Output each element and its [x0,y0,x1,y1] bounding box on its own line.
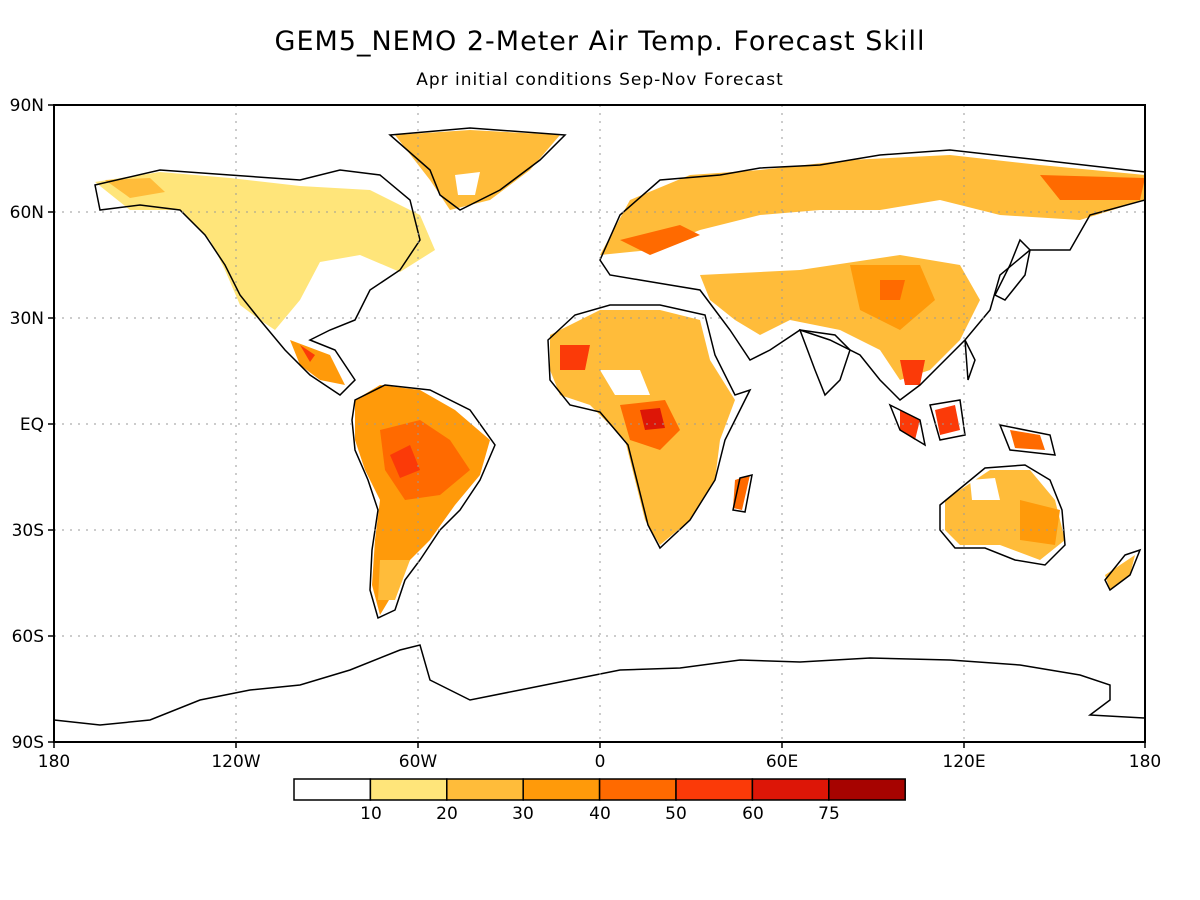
legend-tick-label: 60 [742,804,764,824]
lon-label: 60E [766,752,798,772]
legend-tick-label: 40 [589,804,611,824]
lat-label: 60N [10,203,44,223]
north-america-coast [94,169,421,396]
coastlines [54,127,1145,726]
lat-label: EQ [20,415,44,435]
lat-label: 30S [12,521,44,541]
greenland-coast [388,127,567,211]
legend-tick-label: 30 [512,804,534,824]
japan-coast [993,238,1031,301]
legend-color-box [293,778,372,801]
lat-label: 60S [12,627,44,647]
lat-label: 90N [10,96,44,116]
lat-label: 30N [10,309,44,329]
latitude-labels: 90N 60N 30N EQ 30S 60S 90S [10,96,44,753]
eurasia-shading [600,155,1145,255]
se-asia-islands-coast [888,339,1056,456]
longitude-labels: 180 120W 60W 0 60E 120E 180 [38,752,1161,772]
lon-label: 120E [942,752,985,772]
legend-color-box [369,778,448,801]
legend-tick-label: 50 [665,804,687,824]
legend-color-box [522,778,601,801]
north-america-shading [95,172,435,330]
legend-tick-labels: 10 20 30 40 50 60 75 [360,804,840,824]
lat-label: 90S [12,733,44,753]
madagascar-coast [732,473,753,513]
map-subtitle: Apr initial conditions Sep-Nov Forecast [416,70,784,90]
legend-color-box [828,778,906,801]
color-legend [293,778,906,801]
legend-tick-label: 75 [818,804,840,824]
lon-label: 60W [399,752,438,772]
greenland-shading [395,130,560,210]
lon-label: 120W [211,752,260,772]
new-zealand-coast [1104,548,1142,592]
legend-color-box [446,778,524,801]
legend-color-box [751,778,830,801]
india-coast [798,329,851,397]
lon-label: 0 [595,752,606,772]
legend-tick-label: 10 [360,804,382,824]
legend-color-box [675,778,754,801]
legend-color-box [598,778,677,801]
map-title: GEM5_NEMO 2-Meter Air Temp. Forecast Ski… [274,26,926,57]
legend-tick-label: 20 [436,804,458,824]
lon-label: 180 [38,752,70,772]
south-america-coast [351,384,496,620]
africa-coast [547,304,752,550]
antarctica-coast [54,644,1145,726]
graticule [54,105,1145,742]
lon-label: 180 [1129,752,1161,772]
australia-coast [939,464,1066,566]
skill-shading [95,130,1145,615]
